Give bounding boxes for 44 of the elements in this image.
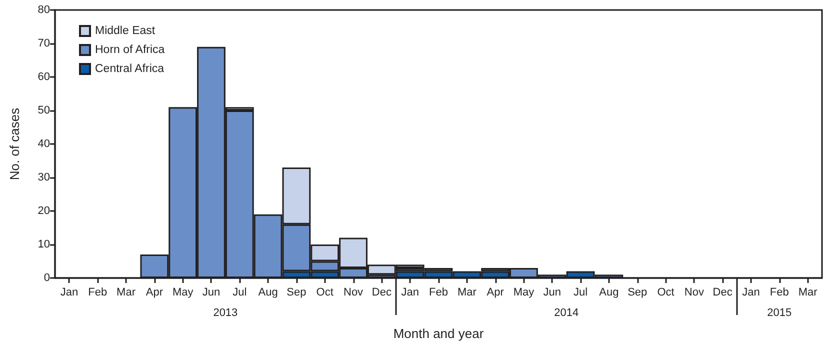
y-tick-label: 30 (38, 172, 50, 184)
x-tick-label: Aug (599, 286, 619, 298)
y-tick-label: 20 (38, 205, 50, 217)
x-tick-label: Jun (543, 286, 562, 298)
y-tick-label: 60 (38, 71, 50, 83)
x-tick-label: Jan (401, 286, 419, 298)
legend-label: Central Africa (95, 63, 165, 75)
y-tick-label: 40 (38, 138, 50, 150)
x-axis-title: Month and year (393, 326, 484, 341)
y-tick-label: 50 (38, 104, 50, 116)
x-tick-label: Jan (742, 286, 760, 298)
x-tick-label: Nov (684, 286, 704, 298)
x-tick-label: Sep (286, 286, 306, 298)
x-tick-label: Feb (770, 286, 789, 298)
legend-label: Middle East (95, 25, 156, 37)
x-tick-label: Nov (343, 286, 364, 298)
y-axis-title: No. of cases (7, 107, 22, 180)
x-tick-label: May (513, 286, 535, 298)
x-tick-label: May (172, 286, 194, 298)
x-tick-label: Dec (372, 286, 392, 298)
x-tick-label: Feb (88, 286, 108, 298)
x-tick-label: Feb (429, 286, 448, 298)
text: 2014 (554, 307, 579, 319)
x-tick-label: Oct (657, 286, 674, 298)
x-tick-label: Oct (316, 286, 334, 298)
x-tick-label: Sep (628, 286, 648, 298)
x-tick-label: Apr (146, 286, 164, 298)
x-tick-label: Mar (457, 286, 477, 298)
text: 2013 (213, 307, 238, 319)
x-tick-label: Aug (258, 286, 278, 298)
x-tick-label: Jun (202, 286, 220, 298)
x-tick-label: Mar (116, 286, 136, 298)
x-tick-label: Mar (798, 286, 818, 298)
x-tick-label: Jul (232, 286, 247, 298)
x-tick-label: Jan (60, 286, 78, 298)
x-tick-label: Dec (712, 286, 733, 298)
y-tick-label: 70 (38, 38, 50, 50)
x-tick-label: Apr (486, 286, 504, 298)
y-tick-label: 80 (38, 4, 50, 16)
legend-label: Horn of Africa (95, 44, 166, 56)
y-tick-label: 0 (44, 272, 50, 284)
y-tick-label: 10 (38, 238, 50, 250)
text: 2015 (767, 307, 792, 319)
x-tick-label: Jul (574, 286, 588, 298)
